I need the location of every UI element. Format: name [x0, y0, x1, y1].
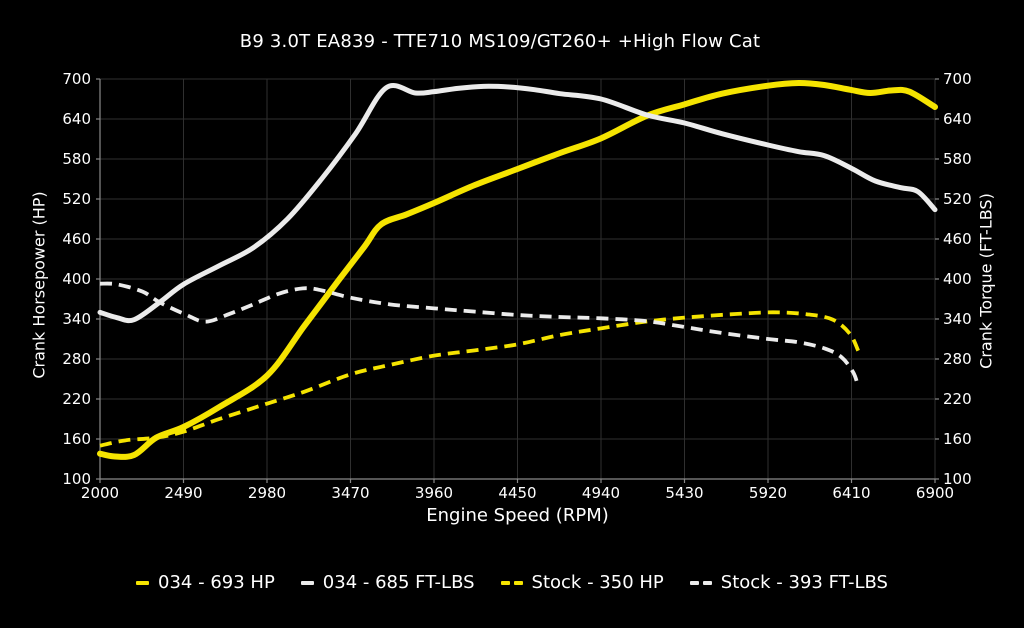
- legend-dash: [689, 580, 699, 585]
- y-tick-label-right: 340: [943, 310, 972, 328]
- x-tick-label: 2490: [164, 484, 202, 502]
- y-tick-label-right: 220: [943, 390, 972, 408]
- y-tick-label-left: 400: [62, 270, 91, 288]
- y-tick-label-left: 280: [62, 350, 91, 368]
- tick-labels: 2000 2490 2980 3470 3960 4450 4940 5430 5920 6410…: [62, 70, 971, 502]
- legend-dash: [300, 580, 314, 585]
- x-tick-label: 4940: [582, 484, 620, 502]
- legend-item-label: 034 - 685 FT-LBS: [322, 572, 475, 593]
- x-tick-label: 6410: [832, 484, 870, 502]
- x-tick-label: 4450: [498, 484, 536, 502]
- x-tick-label: 5430: [665, 484, 703, 502]
- y-tick-label-right: 520: [943, 190, 972, 208]
- legend-item-label: Stock - 393 FT-LBS: [720, 572, 888, 593]
- legend-item-label: Stock - 350 HP: [531, 572, 664, 593]
- curves: [97, 79, 938, 460]
- legend-dash: [702, 580, 712, 585]
- curve-stock-393-ft-lbs: [99, 281, 861, 388]
- x-tick-label: 3470: [331, 484, 369, 502]
- y-tick-label-left: 520: [62, 190, 91, 208]
- y-tick-label-right: 580: [943, 150, 972, 168]
- y-tick-label-right: 640: [943, 110, 972, 128]
- legend-item-034-685-ft-lbs: 034 - 685 FT-LBS: [300, 572, 475, 593]
- plot-canvas: 2000 2490 2980 3470 3960 4450 4940 5430 5920 6410…: [62, 70, 971, 502]
- legend-item-label: 034 - 693 HP: [158, 572, 275, 593]
- curve-stock-350-hp: [99, 310, 861, 448]
- x-tick-label: 5920: [749, 484, 787, 502]
- y-tick-label-right: 700: [943, 70, 972, 88]
- legend-solid-line-swatch: [300, 580, 314, 585]
- legend-dash: [513, 580, 523, 585]
- chart-title: B9 3.0T EA839 - TTE710 MS109/GT260+ +Hig…: [239, 31, 761, 52]
- y-axis-label-left: Crank Horsepower (HP): [29, 191, 49, 379]
- legend-dash: [500, 580, 510, 585]
- legend: 034 - 693 HP 034 - 685 FT-LBS Stock - 350 …: [0, 572, 1024, 593]
- y-tick-label-right: 160: [943, 430, 972, 448]
- y-tick-label-right: 280: [943, 350, 972, 368]
- y-tick-label-left: 160: [62, 430, 91, 448]
- legend-item-stock-350-hp: Stock - 350 HP: [500, 572, 664, 593]
- legend-dashed-line-swatch: [689, 580, 712, 585]
- x-axis-label: Engine Speed (RPM): [426, 505, 609, 526]
- y-axis-label-right: Crank Torque (FT-LBS): [976, 193, 996, 369]
- x-tick-label: 3960: [415, 484, 453, 502]
- legend-item-stock-393-ft-lbs: Stock - 393 FT-LBS: [689, 572, 888, 593]
- y-tick-label-left: 100: [62, 470, 91, 488]
- y-tick-label-left: 220: [62, 390, 91, 408]
- y-tick-label-left: 640: [62, 110, 91, 128]
- y-tick-label-left: 340: [62, 310, 91, 328]
- legend-item-034-693-hp: 034 - 693 HP: [136, 572, 275, 593]
- x-tick-label: 6900: [916, 484, 954, 502]
- gridlines: [99, 78, 936, 480]
- legend-dash: [136, 580, 150, 585]
- y-tick-label-right: 460: [943, 230, 972, 248]
- curve-034-693-hp: [97, 79, 938, 460]
- axes: [96, 78, 939, 483]
- y-tick-label-right: 400: [943, 270, 972, 288]
- y-tick-label-right: 100: [943, 470, 972, 488]
- y-tick-label-left: 700: [62, 70, 91, 88]
- y-tick-label-left: 460: [62, 230, 91, 248]
- curve-034-685-ft-lbs: [97, 83, 938, 324]
- y-tick-label-left: 580: [62, 150, 91, 168]
- x-tick-label: 2000: [81, 484, 119, 502]
- legend-solid-line-swatch: [136, 580, 150, 585]
- x-tick-label: 2980: [248, 484, 286, 502]
- legend-dashed-line-swatch: [500, 580, 523, 585]
